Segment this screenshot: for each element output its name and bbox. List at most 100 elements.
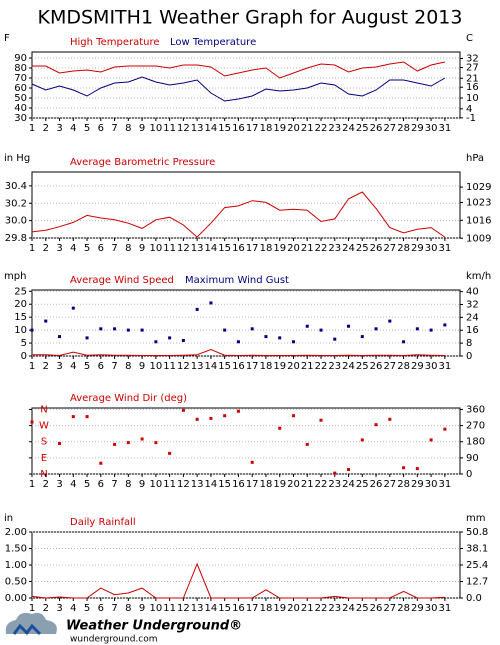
x-tick-label: 14	[205, 603, 218, 614]
logo-name: Weather Underground®	[66, 619, 242, 634]
series-line	[31, 76, 446, 102]
logo-mark	[12, 623, 42, 636]
x-tick-label: 3	[56, 479, 62, 490]
x-tick-label: 6	[98, 479, 104, 490]
x-tick-label: 10	[149, 123, 162, 134]
x-tick-label: 1	[29, 479, 35, 490]
x-tick-label: 17	[246, 603, 259, 614]
data-point	[113, 327, 117, 331]
data-point	[305, 442, 309, 446]
legend-entry: Maximum Wind Gust	[185, 275, 289, 286]
y-tick-label: 30.2	[5, 198, 27, 209]
data-point	[168, 336, 172, 340]
data-point	[85, 336, 89, 340]
y-tick-label: 50	[14, 93, 27, 104]
plot-area	[31, 171, 461, 239]
data-point	[126, 441, 130, 445]
y2-tick-label: 12.7	[466, 577, 488, 588]
data-point	[195, 307, 199, 311]
x-tick-label: 10	[149, 243, 162, 254]
page-title: KMDSMITH1 Weather Graph for August 2013	[38, 7, 463, 29]
x-tick-label: 28	[397, 603, 410, 614]
data-point	[71, 415, 75, 419]
x-tick-label: 28	[397, 243, 410, 254]
series-line	[32, 61, 446, 79]
x-tick-label: 3	[56, 123, 62, 134]
x-tick-label: 25	[356, 603, 369, 614]
x-tick-label: 16	[232, 361, 245, 372]
y-tick-label: 80	[14, 63, 27, 74]
x-tick-label: 22	[315, 361, 328, 372]
x-tick-label: 18	[260, 603, 273, 614]
x-tick-label: 31	[438, 123, 451, 134]
x-tick-label: 1	[29, 123, 35, 134]
y-axis-label: in	[4, 513, 13, 524]
y2-tick-label: 180	[466, 437, 485, 448]
y-tick-label: S	[41, 437, 47, 448]
x-tick-label: 16	[232, 123, 245, 134]
y2-tick-label: 32	[466, 299, 479, 310]
x-tick-label: 17	[246, 361, 259, 372]
x-tick-label: 6	[98, 243, 104, 254]
x-tick-label: 19	[273, 243, 286, 254]
data-point	[347, 468, 351, 472]
data-point	[360, 335, 364, 339]
x-tick-label: 1	[29, 361, 35, 372]
data-point	[181, 338, 185, 342]
x-tick-label: 13	[191, 479, 204, 490]
y-tick-label: 25	[14, 286, 27, 297]
y-tick-label: N	[40, 469, 47, 480]
x-tick-label: 21	[301, 243, 314, 254]
panel: in Hg hPa30.430.230.029.81029102310161009…	[4, 153, 491, 254]
x-tick-label: 28	[397, 361, 410, 372]
logo-url: wunderground.com	[70, 635, 158, 645]
y-tick-label: 1.50	[5, 544, 27, 555]
legend-entry: Daily Rainfall	[70, 517, 136, 528]
x-tick-label: 29	[411, 243, 424, 254]
x-tick-label: 11	[163, 123, 176, 134]
x-tick-label: 6	[98, 123, 104, 134]
data-point	[305, 324, 309, 328]
y2-tick-label: 0	[466, 469, 472, 480]
y2-tick-label: 8	[466, 338, 472, 349]
y2-tick-label: 38.1	[466, 544, 488, 555]
x-tick-label: 4	[70, 361, 76, 372]
data-point	[415, 467, 419, 471]
x-tick-label: 27	[383, 243, 396, 254]
x-tick-label: 15	[218, 243, 231, 254]
x-tick-label: 5	[84, 479, 90, 490]
x-tick-label: 23	[328, 603, 341, 614]
x-tick-label: 24	[342, 123, 355, 134]
x-tick-label: 7	[111, 479, 117, 490]
x-tick-label: 31	[438, 479, 451, 490]
x-tick-label: 12	[177, 243, 190, 254]
x-tick-label: 1	[29, 603, 35, 614]
x-tick-label: 9	[139, 479, 145, 490]
x-tick-label: 29	[411, 479, 424, 490]
x-tick-label: 12	[177, 603, 190, 614]
data-point	[360, 438, 364, 442]
x-tick-label: 26	[370, 243, 383, 254]
x-tick-label: 28	[397, 479, 410, 490]
y2-tick-label: 32	[466, 53, 479, 64]
x-tick-label: 24	[342, 361, 355, 372]
x-tick-label: 18	[260, 123, 273, 134]
x-tick-label: 20	[287, 479, 300, 490]
x-tick-label: 15	[218, 603, 231, 614]
x-tick-label: 16	[232, 603, 245, 614]
data-point	[168, 451, 172, 455]
x-tick-label: 3	[56, 361, 62, 372]
y2-tick-label: 24	[466, 312, 479, 323]
series-line	[31, 191, 446, 238]
y-tick-label: 20	[14, 299, 27, 310]
x-tick-label: 29	[411, 123, 424, 134]
y2-axis-label: km/h	[466, 271, 491, 282]
y2-tick-label: 21	[466, 73, 479, 84]
x-tick-label: 23	[328, 123, 341, 134]
x-tick-label: 8	[125, 479, 131, 490]
x-tick-label: 25	[356, 479, 369, 490]
y-axis-label: mph	[4, 271, 26, 282]
x-tick-label: 30	[425, 243, 438, 254]
data-point	[126, 328, 130, 332]
